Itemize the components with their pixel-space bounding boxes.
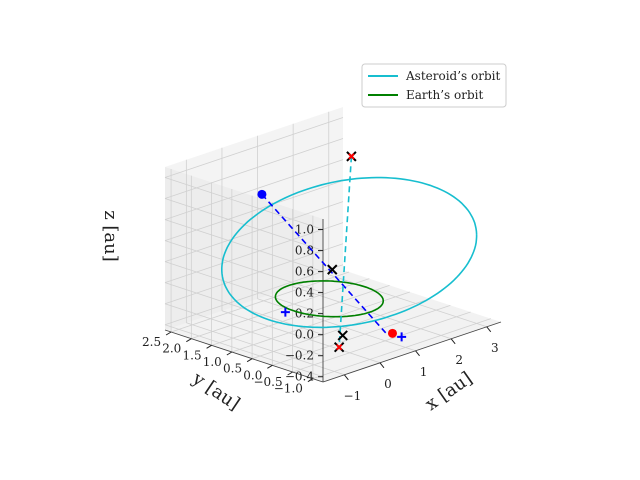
dashed-connector-line	[338, 156, 353, 348]
x-tick	[379, 362, 385, 369]
y-tick-label: 1.0	[203, 355, 222, 369]
y-tick-label: −1.0	[274, 382, 303, 396]
circle-marker	[257, 189, 267, 199]
x-tick	[343, 374, 349, 381]
x-tick-label: 0	[384, 377, 392, 391]
grid-lines	[164, 111, 491, 380]
circle-marker	[387, 328, 397, 338]
x-tick	[486, 326, 492, 333]
plus-marker	[280, 307, 290, 317]
grid-back-z	[164, 222, 344, 284]
pane-floor	[165, 270, 501, 382]
grid-floor-y	[292, 311, 471, 373]
grid-back-z	[164, 117, 344, 178]
y-tick-label: 2.5	[142, 335, 161, 349]
grid-left-z	[164, 324, 324, 378]
z-tick-label: −0.2	[285, 349, 314, 363]
earth-orbit-line	[274, 280, 385, 318]
grid-back-z	[164, 159, 344, 220]
z-axis-label: z [au]	[100, 210, 121, 262]
legend-box	[361, 63, 507, 108]
grid-back-z	[164, 138, 344, 199]
x-marker	[327, 264, 338, 275]
grid-floor-y	[272, 304, 451, 366]
grid-floor-y	[312, 318, 491, 380]
grid-floor-y	[191, 278, 370, 340]
grid-back-z	[164, 264, 344, 326]
legend-label-asteroid: Asteroid’s orbit	[405, 69, 500, 83]
y-tick	[307, 378, 314, 383]
x-marker-stroke-b	[335, 343, 343, 351]
dashed-connector-line	[261, 193, 387, 334]
z-tick-label: 0.4	[295, 286, 314, 300]
y-tick	[267, 364, 273, 369]
grid-floor-y	[211, 284, 390, 346]
grid-floor-y	[231, 291, 410, 353]
x-tick	[415, 350, 420, 357]
y-tick	[226, 351, 233, 356]
legend: Asteroid’s orbit Earth’s orbit	[361, 63, 507, 108]
grid-left-z	[164, 261, 324, 315]
y-tick-label: −0.5	[253, 375, 282, 389]
grid-left-z	[164, 303, 324, 357]
plus-marker	[397, 332, 407, 342]
y-tick	[186, 338, 192, 343]
grid-back-z	[164, 243, 344, 305]
y-tick	[287, 371, 293, 376]
x-tick-label: 1	[420, 365, 428, 379]
grid-back-z	[164, 180, 344, 241]
z-tick-label: 0.0	[295, 328, 314, 342]
x-tick	[450, 338, 456, 345]
x-marker	[348, 153, 355, 160]
axis-ticks: −10123−1.0−0.50.00.51.01.52.02.5−0.4−0.2…	[142, 223, 499, 403]
legend-label-earth: Earth’s orbit	[406, 88, 483, 102]
grid-left-z	[164, 177, 324, 230]
y-tick	[206, 344, 212, 349]
x-marker-stroke-b	[327, 264, 338, 275]
z-tick-label: 0.6	[295, 265, 314, 279]
y-tick	[165, 331, 172, 336]
x-tick-label: 3	[491, 341, 499, 355]
x-marker-stroke-b	[348, 153, 355, 160]
z-tick-label: −0.4	[285, 370, 315, 384]
asteroid-orbit-line	[221, 176, 478, 329]
y-tick-label: 2.0	[162, 342, 181, 356]
y-tick-label: 1.5	[183, 348, 202, 362]
y-tick-label: 0.5	[223, 362, 242, 376]
z-tick-label: 1.0	[295, 223, 314, 237]
y-tick	[246, 358, 253, 363]
x-tick-label: −1	[344, 389, 362, 403]
grid-back-z	[164, 201, 344, 263]
x-axis-line	[322, 321, 502, 383]
plot-content	[221, 151, 478, 353]
y-tick-label: 0.0	[243, 368, 262, 382]
x-marker	[337, 330, 348, 341]
x-tick-label: 2	[455, 353, 463, 367]
x-marker	[335, 343, 343, 351]
grid-left-z	[164, 219, 324, 272]
grid-floor-y	[170, 271, 350, 333]
x-marker-stroke-b	[337, 330, 348, 341]
x-axis-label: x [au]	[421, 368, 476, 415]
